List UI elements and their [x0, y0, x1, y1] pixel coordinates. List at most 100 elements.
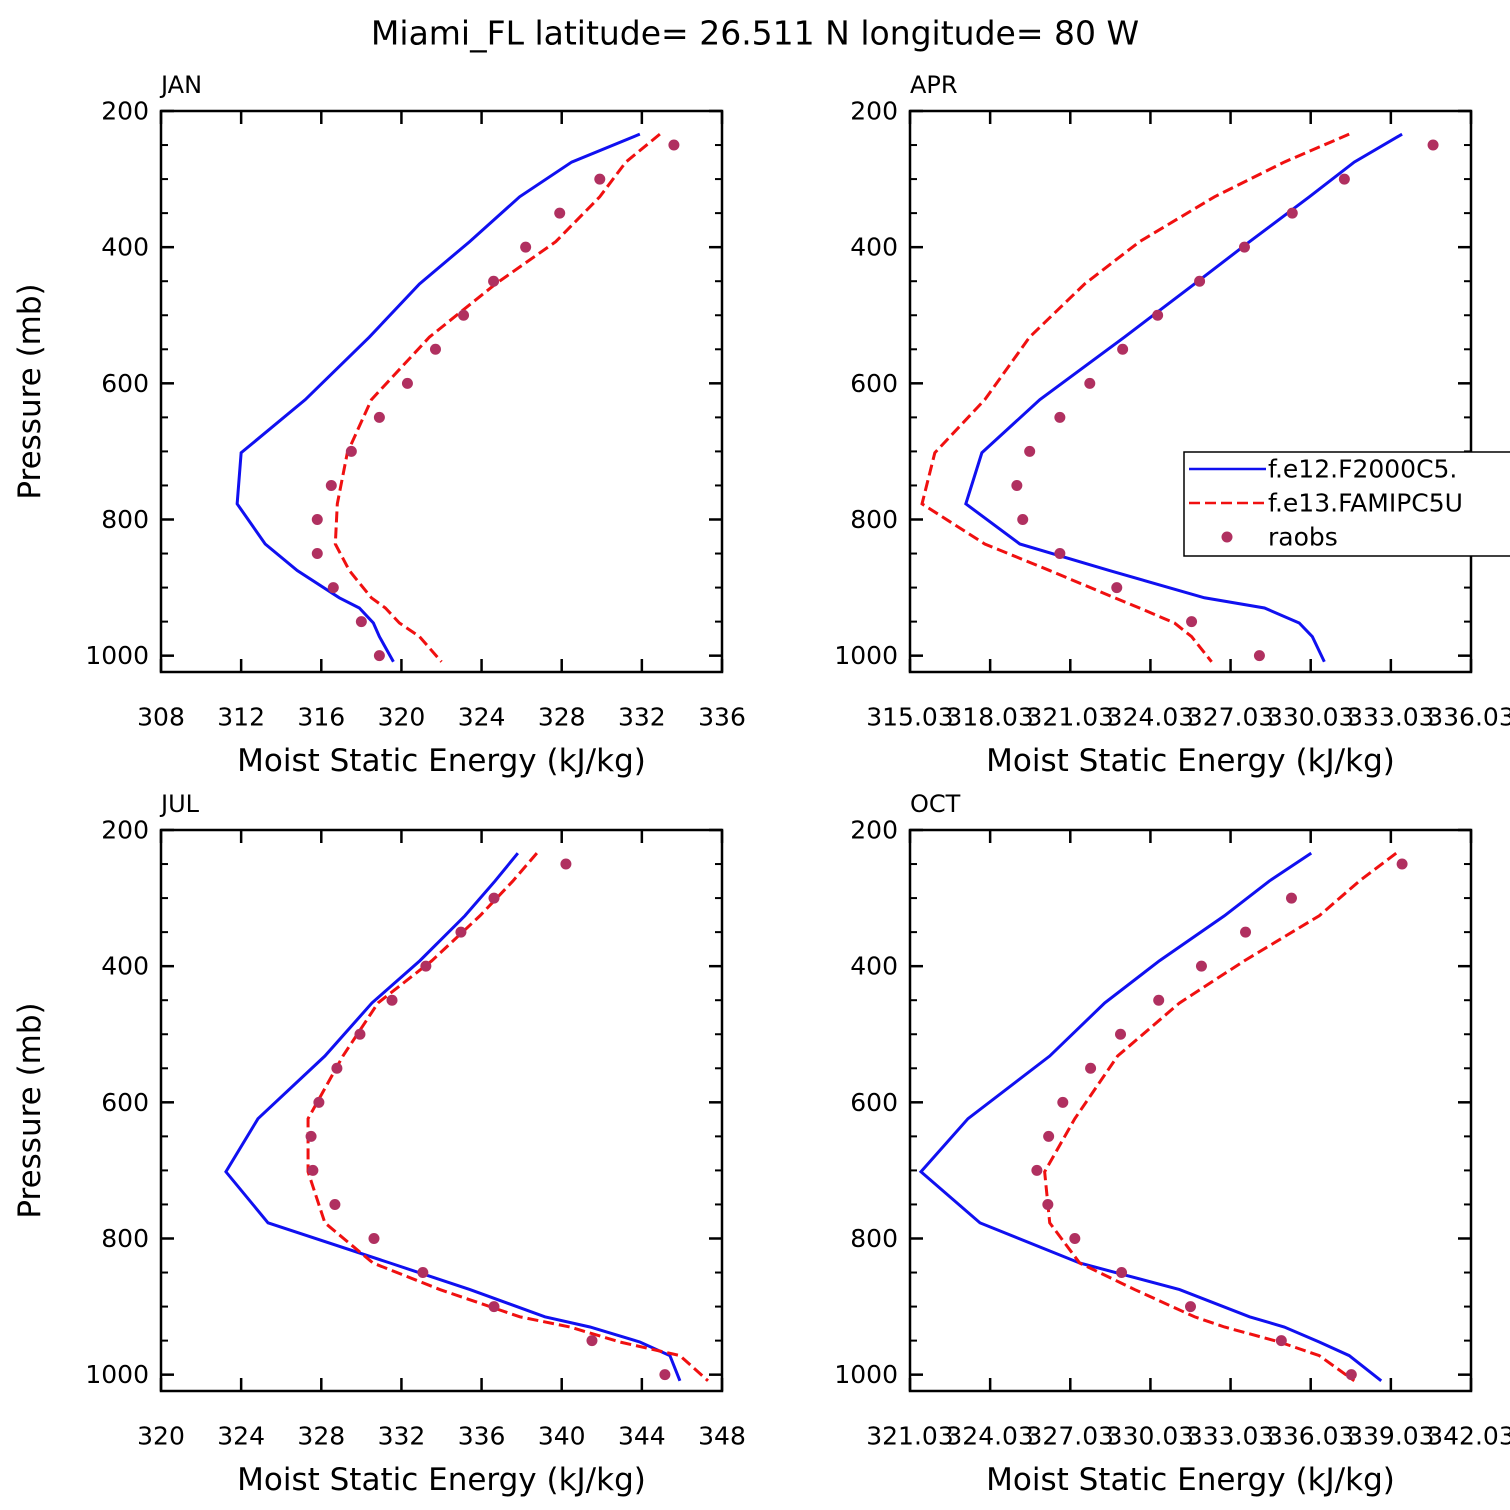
y-tick-label: 400	[101, 233, 149, 262]
raob-point	[1069, 1232, 1081, 1244]
raob-point	[594, 173, 606, 185]
raob-point	[373, 411, 385, 423]
y-tick-label: 200	[850, 816, 898, 845]
plot-area	[918, 851, 1408, 1383]
raob-point	[307, 1164, 319, 1176]
x-tick-label: 348	[698, 1422, 746, 1451]
raob-point	[586, 1335, 598, 1347]
raob-point	[1054, 411, 1066, 423]
raob-point	[668, 139, 680, 151]
raob-point	[327, 582, 339, 594]
raob-point	[1057, 1096, 1069, 1108]
figure-title: Miami_FL latitude= 26.511 N longitude= 8…	[371, 14, 1139, 53]
plot-area	[235, 132, 680, 663]
raob-point	[373, 650, 385, 662]
raob-point	[329, 1198, 341, 1210]
y-axis-label: Pressure (mb)	[12, 1002, 48, 1218]
panel-label: OCT	[910, 790, 961, 818]
raob-point	[1253, 650, 1265, 662]
raob-point	[311, 513, 323, 525]
y-tick-label: 600	[850, 369, 898, 398]
x-tick-label: 333.03	[1347, 703, 1434, 732]
panel: 200 400 600 800 1000 308 312 316 320 324 328 332 336…	[12, 71, 746, 779]
profile-line	[918, 851, 1383, 1382]
raob-point	[345, 445, 357, 457]
plot-frame	[159, 828, 724, 1393]
x-tick-label: 339.03	[1347, 1422, 1434, 1451]
x-tick-label: 328	[297, 1422, 345, 1451]
x-axis-label: Moist Static Energy (kJ/kg)	[237, 743, 646, 779]
x-tick-label: 336	[698, 703, 746, 732]
x-axis-label: Moist Static Energy (kJ/kg)	[237, 1462, 646, 1498]
panel-label: APR	[910, 71, 958, 99]
y-tick-label: 1000	[85, 641, 149, 670]
raob-point	[560, 858, 572, 870]
x-tick-label: 315.03	[866, 703, 953, 732]
raob-point	[1031, 1164, 1043, 1176]
raob-point	[1238, 241, 1250, 253]
x-tick-label: 308	[137, 703, 185, 732]
x-tick-label: 336.03	[1267, 1422, 1354, 1451]
raob-point	[1185, 1301, 1196, 1313]
x-tick-label: 316	[297, 703, 345, 732]
y-tick-label: 600	[101, 369, 149, 398]
raob-point	[1396, 858, 1408, 870]
x-tick-label: 336.03	[1427, 703, 1510, 732]
legend-label: f.e13.FAMIPC5U	[1268, 489, 1463, 518]
x-tick-label: 332	[378, 1422, 426, 1451]
raob-point	[305, 1130, 317, 1142]
raob-point	[417, 1267, 429, 1279]
x-tick-label: 321.03	[1027, 703, 1114, 732]
raob-point	[488, 275, 500, 287]
y-tick-label: 200	[101, 97, 149, 126]
y-tick-label: 1000	[834, 641, 898, 670]
profile-line	[920, 132, 1350, 663]
raob-point	[354, 1028, 366, 1040]
raob-point	[458, 309, 470, 321]
raob-point	[659, 1369, 671, 1381]
raob-point	[313, 1096, 325, 1108]
legend-label: f.e12.F2000C5.	[1268, 455, 1457, 484]
raob-point	[355, 616, 367, 628]
x-tick-label: 332	[618, 703, 666, 732]
raob-point	[311, 548, 323, 560]
raob-point	[1084, 377, 1096, 389]
panel: 200 400 600 800 1000 320 324 328 332 336 340 344 348…	[12, 790, 746, 1498]
x-tick-label: 324	[217, 1422, 265, 1451]
raob-point	[1338, 173, 1350, 185]
x-tick-label: 336	[458, 1422, 506, 1451]
raob-point	[401, 377, 413, 389]
raob-point	[386, 994, 398, 1006]
profile-line	[333, 132, 661, 663]
raob-point	[1152, 309, 1164, 321]
x-tick-label: 344	[618, 1422, 666, 1451]
raob-point	[1345, 1369, 1357, 1381]
raob-point	[1285, 892, 1297, 904]
profile-line	[306, 852, 709, 1382]
y-tick-label: 600	[850, 1088, 898, 1117]
raob-point	[1194, 275, 1206, 287]
legend-marker	[1221, 531, 1233, 543]
y-axis-label: Pressure (mb)	[12, 283, 48, 499]
raob-point	[1186, 616, 1198, 628]
raob-point	[368, 1232, 380, 1244]
y-tick-label: 400	[850, 952, 898, 981]
raob-point	[1024, 445, 1036, 457]
y-tick-label: 600	[101, 1088, 149, 1117]
panel: 200 400 600 800 1000 315.03318.03321.03324.03…	[834, 71, 1510, 779]
panel-label: JUL	[159, 790, 200, 818]
raob-point	[1275, 1335, 1287, 1347]
x-tick-label: 320	[378, 703, 426, 732]
x-axis-label: Moist Static Energy (kJ/kg)	[986, 743, 1395, 779]
y-tick-label: 800	[850, 1224, 898, 1253]
profile-line	[964, 132, 1403, 663]
raob-point	[1085, 1062, 1097, 1074]
raob-point	[1043, 1130, 1055, 1142]
plot-frame	[908, 828, 1473, 1393]
x-tick-label: 324.03	[946, 1422, 1033, 1451]
raob-point	[1115, 1028, 1127, 1040]
raob-point	[1195, 960, 1207, 972]
plot-area	[224, 852, 709, 1382]
profile-line	[1043, 851, 1398, 1383]
